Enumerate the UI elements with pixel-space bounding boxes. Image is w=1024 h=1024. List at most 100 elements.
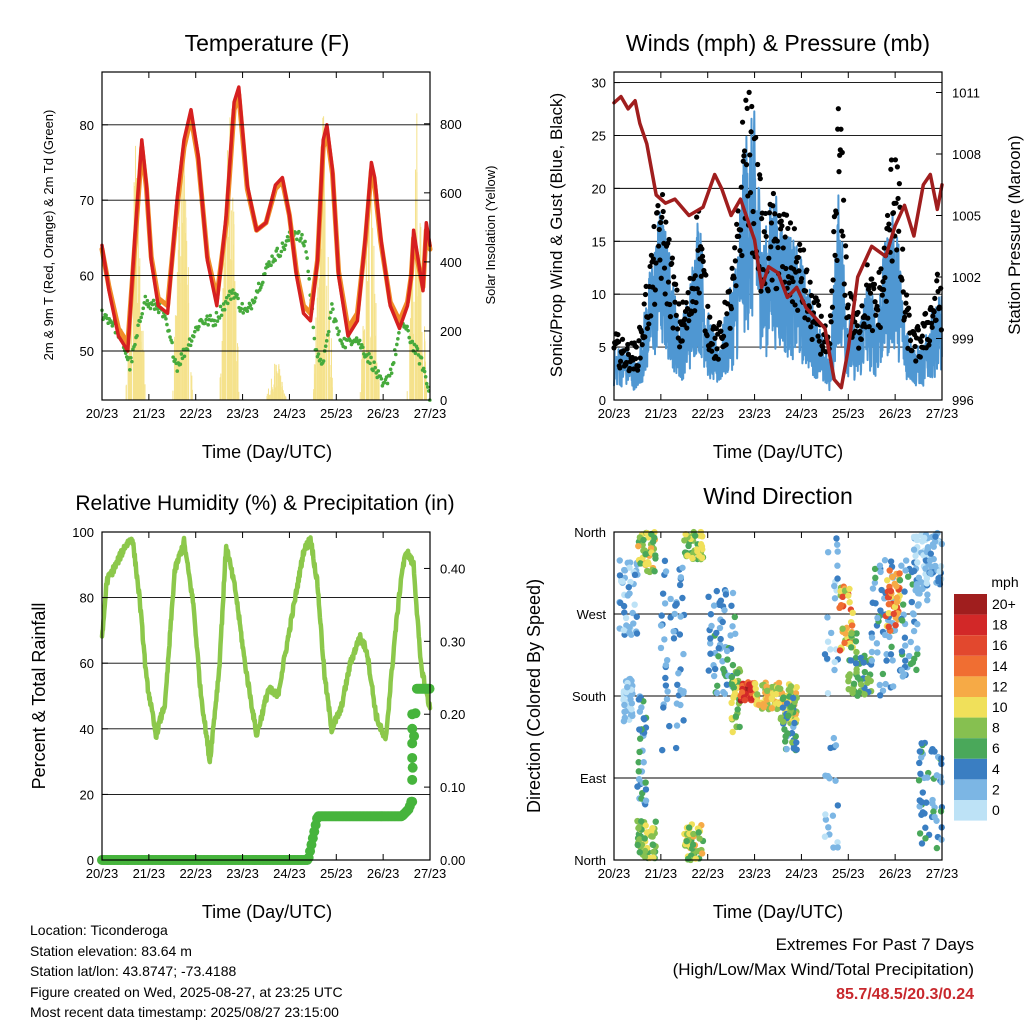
gust-point — [637, 355, 643, 361]
dewpoint-point — [330, 302, 334, 306]
rh-line — [99, 535, 433, 765]
y-tick-label: 100 — [72, 525, 94, 540]
gust-point — [895, 195, 901, 202]
y-tick-label: South — [572, 689, 606, 704]
direction-point — [827, 744, 834, 752]
precip-point — [407, 738, 418, 749]
dewpoint-point — [300, 232, 304, 237]
gust-point — [797, 241, 803, 247]
legend-label: 16 — [992, 637, 1008, 653]
gust-point — [639, 342, 645, 348]
gust-point — [619, 336, 626, 342]
direction-point — [887, 558, 895, 565]
dewpoint-point — [214, 310, 219, 315]
direction-point — [640, 715, 647, 722]
legend-swatch — [954, 614, 987, 636]
direction-point — [728, 681, 736, 688]
direction-point — [834, 548, 841, 555]
gust-point — [731, 275, 737, 281]
gust-point — [793, 259, 799, 265]
direction-point — [887, 587, 895, 595]
dewpoint-point — [225, 301, 230, 306]
gust-point — [753, 134, 759, 141]
gust-point — [854, 323, 860, 329]
direction-point — [924, 774, 931, 781]
gust-point — [738, 184, 744, 190]
gust-point — [787, 220, 794, 226]
direction-point — [876, 692, 884, 699]
direction-point — [933, 844, 941, 852]
direction-point — [684, 552, 691, 559]
direction-point — [937, 808, 945, 815]
dewpoint-point — [135, 334, 139, 338]
gust-point — [699, 246, 705, 252]
dewpoint-point — [331, 307, 335, 311]
dewpoint-point — [213, 323, 218, 327]
gust-point — [749, 250, 756, 256]
x-tick-label: 26/23 — [367, 406, 400, 421]
gust-point — [816, 302, 822, 308]
x-tick-label: 27/23 — [926, 866, 959, 881]
direction-point — [787, 683, 795, 690]
extremes-subheading: (High/Low/Max Wind/Total Precipitation) — [672, 960, 974, 979]
dewpoint-point — [285, 234, 290, 239]
direction-point — [821, 833, 829, 840]
gust-point — [676, 301, 682, 307]
gust-point — [892, 157, 899, 163]
dewpoint-point — [312, 336, 317, 341]
gust-point — [723, 342, 729, 348]
gust-point — [938, 327, 944, 333]
x-tick-label: 21/23 — [133, 866, 166, 881]
direction-point — [831, 595, 839, 602]
dewpoint-point — [339, 339, 343, 343]
gust-point — [886, 227, 893, 233]
gust-point — [726, 288, 733, 294]
dewpoint-point — [175, 369, 180, 373]
dewpoint-point — [133, 342, 137, 347]
gust-point — [695, 247, 701, 253]
direction-point — [637, 560, 644, 567]
station-elevation: Station elevation: 83.64 m — [30, 942, 192, 959]
dewpoint-point — [321, 359, 326, 363]
y-tick-label: 5 — [599, 340, 606, 355]
gust-point — [700, 258, 706, 264]
dewpoint-point — [240, 301, 244, 306]
direction-point — [635, 759, 642, 766]
gust-point — [736, 233, 742, 239]
gust-point — [741, 148, 748, 154]
direction-point — [717, 635, 724, 643]
gust-point — [799, 275, 805, 282]
direction-point — [834, 839, 841, 846]
direction-point — [627, 578, 634, 586]
gust-point — [617, 358, 624, 364]
direction-point — [910, 627, 918, 635]
direction-point — [642, 797, 650, 804]
x-tick-label: 25/23 — [320, 406, 353, 421]
gust-point — [646, 321, 652, 327]
direction-point — [670, 635, 678, 642]
gust-point — [842, 243, 849, 249]
x-tick-label: 25/23 — [320, 866, 353, 881]
direction-point — [635, 768, 642, 775]
gust-point — [655, 203, 661, 209]
gust-point — [830, 277, 836, 283]
dewpoint-point — [173, 357, 177, 362]
dewpoint-point — [252, 299, 257, 304]
extremes-heading: Extremes For Past 7 Days — [775, 935, 974, 954]
gust-point — [857, 328, 863, 335]
direction-point — [836, 647, 844, 654]
station-latlon: Station lat/lon: 43.8747; -73.4188 — [30, 963, 237, 979]
humidity-axes: 20/23 21/23 22/23 23/23 24/23 25/23 26/23 27/23… — [72, 525, 465, 881]
winds-series — [611, 89, 944, 392]
x-tick-label: 26/23 — [879, 406, 912, 421]
dewpoint-point — [318, 357, 323, 362]
gust-point — [804, 267, 810, 273]
gust-point — [713, 325, 719, 332]
gust-point — [761, 229, 767, 235]
gust-point — [717, 319, 723, 326]
direction-point — [927, 569, 934, 577]
gust-point — [666, 236, 672, 243]
direction-point — [853, 648, 860, 656]
direction-point — [896, 570, 903, 577]
direction-point — [649, 824, 656, 832]
